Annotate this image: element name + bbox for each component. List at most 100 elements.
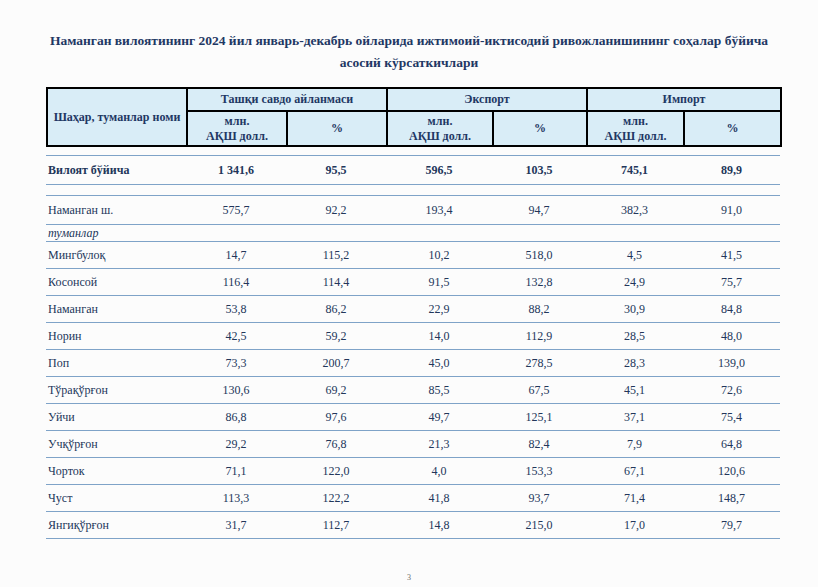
row-name-cell: Наманган bbox=[46, 296, 186, 323]
value-cell: 67,1 bbox=[586, 458, 683, 485]
unit-header-export-pct: % bbox=[493, 111, 587, 146]
value-cell: 71,1 bbox=[186, 458, 286, 485]
header-group-row: Шаҳар, туманлар номи Ташқи савдо айланма… bbox=[47, 88, 781, 111]
table-row: Норин 42,5 59,2 14,0 112,9 28,5 48,0 bbox=[46, 323, 780, 350]
row-name-cell: Норин bbox=[46, 323, 186, 350]
unit-header-trade-pct: % bbox=[287, 111, 387, 146]
value-cell: 31,7 bbox=[186, 512, 286, 539]
value-cell: 86,2 bbox=[286, 296, 386, 323]
table-row: Чорток 71,1 122,0 4,0 153,3 67,1 120,6 bbox=[46, 458, 780, 485]
value-cell: 59,2 bbox=[286, 323, 386, 350]
value-cell: 112,7 bbox=[286, 512, 386, 539]
table-row: Учқўрғон 29,2 76,8 21,3 82,4 7,9 64,8 bbox=[46, 431, 780, 458]
value-cell: 94,7 bbox=[492, 196, 586, 225]
table-header: Шаҳар, туманлар номи Ташқи савдо айланма… bbox=[46, 87, 782, 147]
value-cell: 103,5 bbox=[492, 156, 586, 185]
table-row: Янгиқўрғон 31,7 112,7 14,8 215,0 17,0 79… bbox=[46, 512, 780, 539]
spacer-cell bbox=[46, 185, 780, 196]
row-name-cell: Чорток bbox=[46, 458, 186, 485]
value-cell: 4,5 bbox=[586, 242, 683, 269]
group-header-trade-turnover: Ташқи савдо айланмаси bbox=[187, 88, 387, 111]
value-cell: 113,3 bbox=[186, 485, 286, 512]
value-cell: 7,9 bbox=[586, 431, 683, 458]
group-header-export: Экспорт bbox=[387, 88, 587, 111]
unit-header-export-mln: млн. АҚШ долл. bbox=[387, 111, 493, 146]
value-cell: 67,5 bbox=[492, 377, 586, 404]
value-cell: 575,7 bbox=[186, 196, 286, 225]
table-row: Тўрақўрғон 130,6 69,2 85,5 67,5 45,1 72,… bbox=[46, 377, 780, 404]
value-cell: 139,0 bbox=[683, 350, 780, 377]
row-name-cell: Мингбулоқ bbox=[46, 242, 186, 269]
value-cell: 17,0 bbox=[586, 512, 683, 539]
value-cell: 28,3 bbox=[586, 350, 683, 377]
value-cell: 69,2 bbox=[286, 377, 386, 404]
value-cell: 45,1 bbox=[586, 377, 683, 404]
value-cell: 382,3 bbox=[586, 196, 683, 225]
table-row: Уйчи 86,8 97,6 49,7 125,1 37,1 75,4 bbox=[46, 404, 780, 431]
value-cell: 93,7 bbox=[492, 485, 586, 512]
value-cell: 14,8 bbox=[386, 512, 492, 539]
value-cell: 122,0 bbox=[286, 458, 386, 485]
value-cell: 10,2 bbox=[386, 242, 492, 269]
value-cell: 200,7 bbox=[286, 350, 386, 377]
value-cell: 125,1 bbox=[492, 404, 586, 431]
value-cell: 148,7 bbox=[683, 485, 780, 512]
value-cell: 84,8 bbox=[683, 296, 780, 323]
value-cell: 42,5 bbox=[186, 323, 286, 350]
value-cell: 97,6 bbox=[286, 404, 386, 431]
value-cell: 72,6 bbox=[683, 377, 780, 404]
value-cell: 79,7 bbox=[683, 512, 780, 539]
row-namangan-city: Наманган ш. 575,7 92,2 193,4 94,7 382,3 … bbox=[46, 196, 780, 225]
page-title: Наманган вилоятининг 2024 йил январь-дек… bbox=[34, 0, 784, 73]
group-header-import: Импорт bbox=[587, 88, 781, 111]
value-cell: 116,4 bbox=[186, 269, 286, 296]
section-label: туманлар bbox=[46, 225, 780, 242]
value-cell: 24,9 bbox=[586, 269, 683, 296]
value-cell: 53,8 bbox=[186, 296, 286, 323]
value-cell: 48,0 bbox=[683, 323, 780, 350]
value-cell: 91,5 bbox=[386, 269, 492, 296]
unit-header-trade-mln: млн. АҚШ долл. bbox=[187, 111, 287, 146]
unit-header-import-mln: млн. АҚШ долл. bbox=[587, 111, 684, 146]
value-cell: 95,5 bbox=[286, 156, 386, 185]
value-cell: 91,0 bbox=[683, 196, 780, 225]
value-cell: 22,9 bbox=[386, 296, 492, 323]
value-cell: 278,5 bbox=[492, 350, 586, 377]
value-cell: 73,3 bbox=[186, 350, 286, 377]
unit-header-import-pct: % bbox=[684, 111, 781, 146]
value-cell: 14,7 bbox=[186, 242, 286, 269]
value-cell: 120,6 bbox=[683, 458, 780, 485]
page-number: 3 bbox=[0, 573, 818, 582]
value-cell: 30,9 bbox=[586, 296, 683, 323]
value-cell: 37,1 bbox=[586, 404, 683, 431]
value-cell: 21,3 bbox=[386, 431, 492, 458]
value-cell: 45,0 bbox=[386, 350, 492, 377]
value-cell: 130,6 bbox=[186, 377, 286, 404]
table-row: Поп 73,3 200,7 45,0 278,5 28,3 139,0 bbox=[46, 350, 780, 377]
value-cell: 89,9 bbox=[683, 156, 780, 185]
value-cell: 518,0 bbox=[492, 242, 586, 269]
value-cell: 92,2 bbox=[286, 196, 386, 225]
row-name-cell: Наманган ш. bbox=[46, 196, 186, 225]
spacer-row bbox=[46, 185, 780, 196]
value-cell: 75,7 bbox=[683, 269, 780, 296]
row-name-cell: Поп bbox=[46, 350, 186, 377]
value-cell: 1 341,6 bbox=[186, 156, 286, 185]
value-cell: 132,8 bbox=[492, 269, 586, 296]
row-name-cell: Учқўрғон bbox=[46, 431, 186, 458]
value-cell: 153,3 bbox=[492, 458, 586, 485]
column-header-name: Шаҳар, туманлар номи bbox=[47, 88, 187, 146]
value-cell: 86,8 bbox=[186, 404, 286, 431]
row-name-cell: Янгиқўрғон bbox=[46, 512, 186, 539]
table-body: Вилоят бўйича 1 341,6 95,5 596,5 103,5 7… bbox=[46, 155, 780, 539]
value-cell: 64,8 bbox=[683, 431, 780, 458]
value-cell: 193,4 bbox=[386, 196, 492, 225]
document-page: Наманган вилоятининг 2024 йил январь-дек… bbox=[0, 0, 818, 587]
row-name-cell: Уйчи bbox=[46, 404, 186, 431]
value-cell: 41,8 bbox=[386, 485, 492, 512]
value-cell: 114,4 bbox=[286, 269, 386, 296]
value-cell: 85,5 bbox=[386, 377, 492, 404]
value-cell: 14,0 bbox=[386, 323, 492, 350]
row-region-total: Вилоят бўйича 1 341,6 95,5 596,5 103,5 7… bbox=[46, 156, 780, 185]
value-cell: 88,2 bbox=[492, 296, 586, 323]
